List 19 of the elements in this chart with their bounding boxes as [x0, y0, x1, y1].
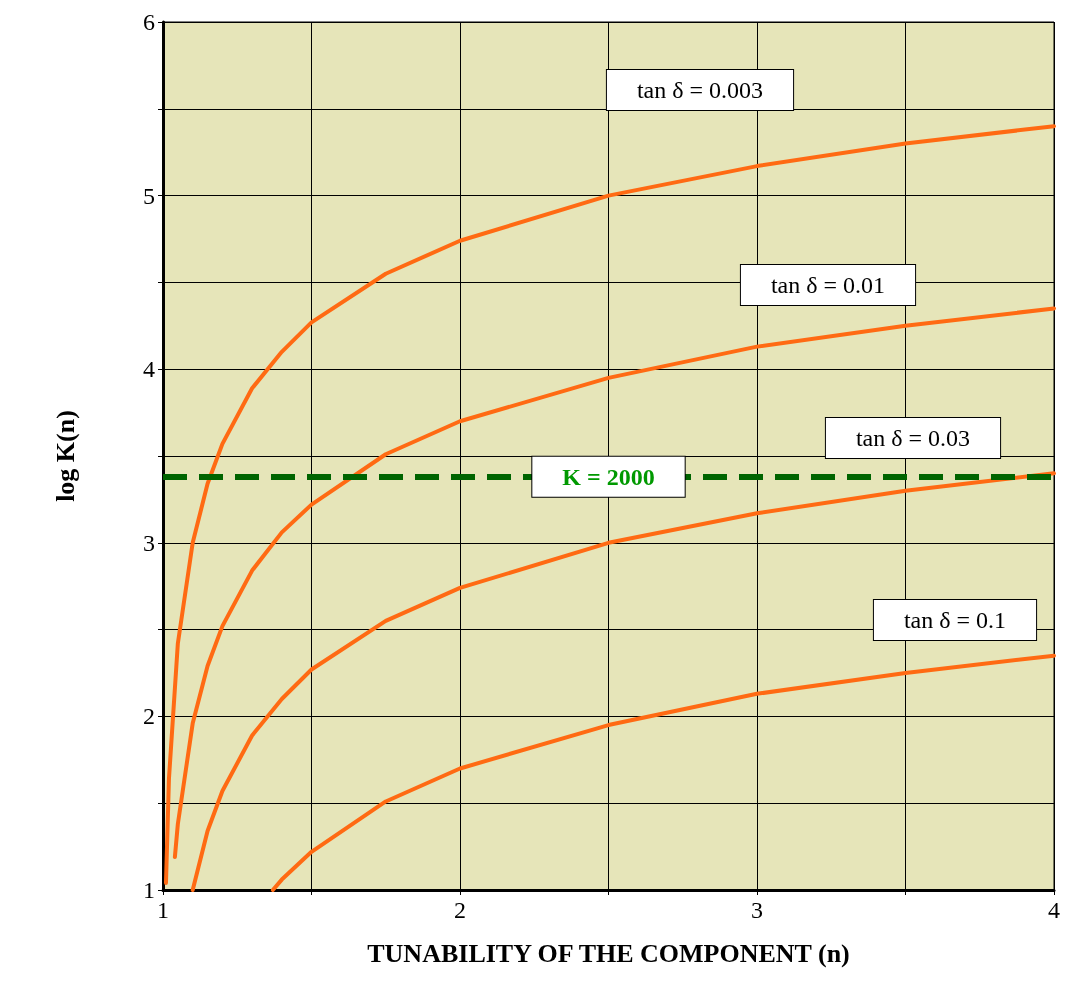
y-tick-label: 6 — [143, 9, 155, 35]
line-series — [172, 306, 1056, 860]
x-tick-label: 4 — [1048, 897, 1060, 923]
x-axis-title: TUNABILITY OF THE COMPONENT (n) — [367, 938, 850, 968]
annotation: tan δ = 0.01 — [770, 272, 886, 298]
y-axis-title: log K(n) — [50, 410, 80, 502]
x-tick-label: 2 — [454, 897, 466, 923]
line-series — [270, 653, 1056, 892]
annotation: K = 2000 — [562, 463, 655, 490]
line-series — [190, 471, 1056, 892]
y-tick-label: 1 — [143, 877, 155, 903]
y-tick-label: 2 — [143, 703, 155, 730]
annotation: tan δ = 0.003 — [636, 77, 764, 103]
y-tick-label: 4 — [143, 356, 155, 383]
x-tick-label: 3 — [751, 897, 763, 923]
annotation: tan δ = 0.03 — [855, 425, 971, 451]
annotation: tan δ = 0.1 — [903, 607, 1007, 633]
y-tick-label: 5 — [143, 182, 155, 209]
y-tick-label: 3 — [143, 529, 155, 556]
